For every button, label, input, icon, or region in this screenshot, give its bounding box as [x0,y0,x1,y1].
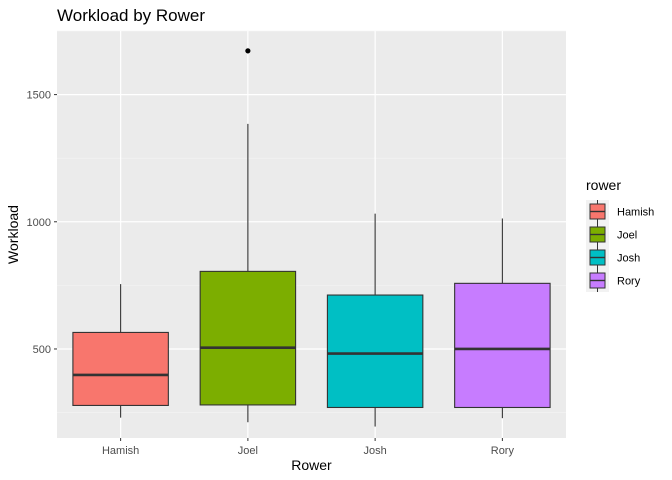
legend-title: rower [586,177,621,193]
y-tick-label: 1000 [27,217,51,229]
x-axis-label: Rower [291,457,332,473]
legend-item-rory: Rory [586,269,641,292]
y-tick-label: 1500 [27,90,51,102]
x-tick-label: Hamish [102,445,139,457]
grid-minor-lines [57,30,566,413]
box-hamish [72,284,169,418]
box-iqr [72,331,169,406]
chart-title: Workload by Rower [57,6,205,25]
x-axis: Hamish Joel Josh Rory [102,438,515,457]
box-series [72,48,551,427]
outlier-point [245,48,251,54]
legend-item-hamish: Hamish [586,200,654,223]
legend-label: Joel [617,230,637,242]
box-josh [326,213,424,427]
y-axis-label: Workload [5,205,21,264]
y-axis: 500 1000 1500 [27,90,57,356]
x-tick-label: Josh [364,445,387,457]
legend: rower Hamish Joel Josh Rory [586,177,654,292]
box-iqr [454,282,551,409]
x-tick-label: Joel [238,445,258,457]
x-tick-label: Rory [491,445,515,457]
box-iqr [326,294,424,409]
box-iqr [199,270,297,406]
legend-item-josh: Josh [586,246,640,269]
legend-label: Josh [617,253,640,265]
box-rory [454,218,551,419]
box-joel [199,48,297,423]
legend-label: Hamish [617,207,654,219]
legend-item-joel: Joel [586,223,637,246]
y-tick-label: 500 [33,344,51,356]
legend-label: Rory [617,276,641,288]
